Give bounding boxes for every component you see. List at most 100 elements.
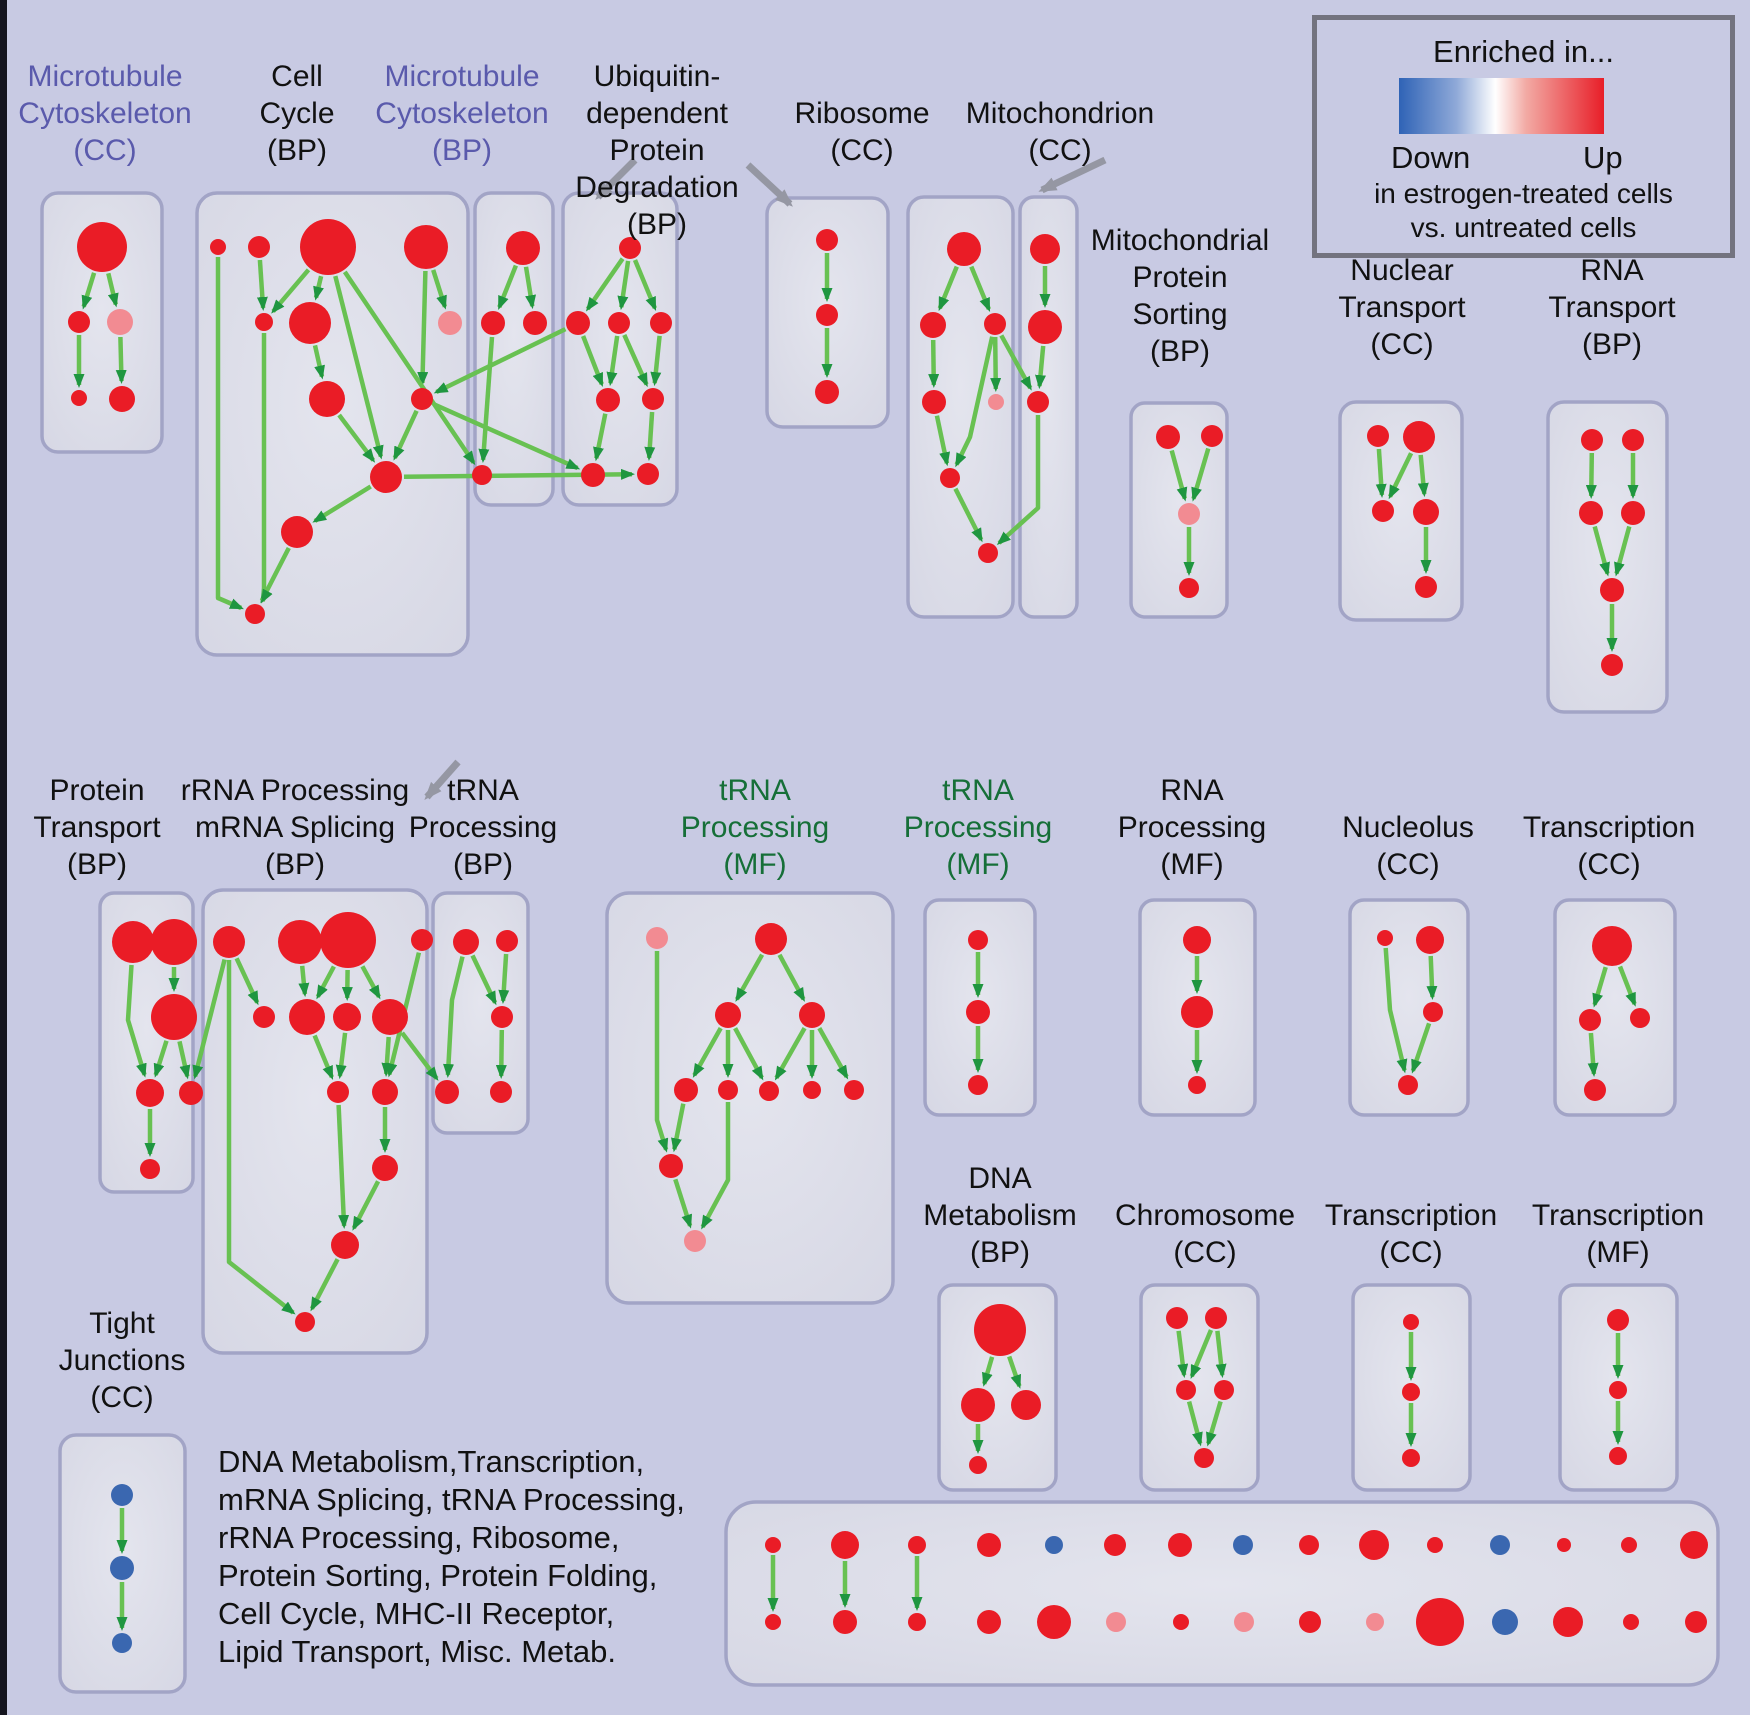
edge: [495, 1029, 507, 1079]
go-term-node-pink: [988, 394, 1004, 410]
edge: [1189, 1329, 1214, 1379]
edge: [1592, 966, 1608, 1008]
go-term-node-red: [799, 1002, 825, 1028]
go-term-node-red: [978, 543, 998, 563]
cluster-box-protein-transport: [98, 891, 195, 1194]
go-term-node-red: [1367, 425, 1389, 447]
edge: [1375, 448, 1387, 498]
edge: [928, 339, 940, 388]
go-term-node-red: [1168, 1533, 1192, 1557]
go-term-node-red: [1205, 1307, 1227, 1329]
go-term-node-red: [255, 313, 273, 331]
go-term-node-red: [759, 1081, 779, 1101]
go-term-node-red: [289, 302, 331, 344]
go-term-node-red: [1037, 1605, 1071, 1639]
edge: [81, 272, 97, 310]
go-term-node-red: [755, 923, 787, 955]
edge: [1176, 1330, 1189, 1379]
edge: [256, 259, 268, 311]
edge: [774, 1026, 807, 1081]
go-term-node-red: [1183, 926, 1211, 954]
go-term-node-red: [1413, 499, 1439, 525]
edge: [309, 1258, 340, 1312]
go-term-node-red: [659, 1154, 683, 1178]
edge: [654, 951, 669, 1153]
edge: [470, 954, 498, 1006]
go-term-node-red: [327, 1081, 349, 1103]
edge: [734, 953, 765, 1002]
edge: [632, 259, 657, 311]
annotation-arrows-layer: [424, 156, 1107, 800]
go-term-node-red: [1194, 1448, 1214, 1468]
go-term-node-red: [974, 1304, 1026, 1356]
cluster-box-dna-metabolism: [937, 1283, 1058, 1492]
go-term-node-red: [309, 381, 345, 417]
edge: [1592, 525, 1610, 577]
color-scale-legend: Enriched in... Down Up in estrogen-treat…: [1312, 15, 1735, 258]
go-term-node-red: [1415, 576, 1437, 598]
edge: [581, 335, 604, 387]
figure-left-border: [0, 0, 7, 1715]
go-term-node-red: [1601, 654, 1623, 676]
edge: [498, 953, 510, 1004]
go-term-node-red: [404, 225, 448, 269]
go-term-node-red: [1188, 1076, 1206, 1094]
go-term-node-red: [248, 236, 270, 258]
go-term-node-red: [281, 516, 313, 548]
go-term-node-red: [278, 920, 322, 964]
go-term-node-red: [608, 312, 630, 334]
go-term-node-red: [1176, 1380, 1196, 1400]
go-term-node-red: [619, 237, 641, 259]
go-term-node-red: [1685, 1611, 1707, 1633]
edge: [673, 1178, 693, 1229]
edge: [617, 260, 631, 311]
caption-line: rRNA Processing, Ribosome,: [218, 1520, 620, 1555]
go-term-node-red: [831, 1531, 859, 1559]
go-term-node-red: [300, 219, 356, 275]
edge: [1587, 1032, 1599, 1077]
go-term-node-pink: [438, 311, 462, 335]
cluster-box-chromosome-cc: [1139, 1283, 1260, 1492]
go-term-node-red: [1201, 425, 1223, 447]
go-term-node-red: [977, 1610, 1001, 1634]
go-term-node-red: [1423, 1002, 1443, 1022]
edge: [1206, 1400, 1223, 1447]
go-term-node-red: [1584, 1079, 1606, 1101]
cluster-box-rna-transport: [1546, 400, 1669, 714]
go-term-node-red: [1416, 1598, 1464, 1646]
edge: [342, 270, 476, 466]
edge: [700, 1102, 731, 1230]
go-term-node-red: [765, 1614, 781, 1630]
go-term-node-red: [289, 999, 325, 1035]
go-term-node-red: [637, 463, 659, 485]
go-term-node-red: [372, 1079, 398, 1105]
go-term-node-red: [472, 465, 492, 485]
go-term-node-red: [1181, 996, 1213, 1028]
edge: [1035, 345, 1046, 390]
edge: [336, 1104, 350, 1229]
go-term-node-red: [1299, 1611, 1321, 1633]
go-term-node-pink: [1106, 1612, 1126, 1632]
cluster-box-nucleolus-cc: [1348, 898, 1470, 1117]
edge: [1169, 449, 1188, 502]
go-term-node-red: [1427, 1537, 1443, 1553]
go-term-node-red: [1166, 1307, 1188, 1329]
go-term-node-red: [1403, 421, 1435, 453]
go-term-node-red: [331, 1231, 359, 1259]
go-term-node-red: [566, 311, 590, 335]
edge: [106, 272, 119, 308]
edge: [644, 411, 656, 461]
edge: [996, 415, 1041, 546]
go-term-node-red: [947, 232, 981, 266]
go-term-node-red: [253, 1006, 275, 1028]
go-term-node-blue: [1045, 1536, 1063, 1554]
cluster-box-microtubule-cc: [40, 191, 164, 454]
go-term-node-red: [1609, 1447, 1627, 1465]
edge: [478, 336, 495, 463]
go-term-node-red: [245, 604, 265, 624]
edge: [622, 333, 649, 388]
go-term-node-red: [1579, 501, 1603, 525]
legend-up-label: Up: [1583, 140, 1623, 175]
go-term-node-red: [481, 311, 505, 335]
caption-line: Cell Cycle, MHC-II Receptor,: [218, 1596, 615, 1631]
